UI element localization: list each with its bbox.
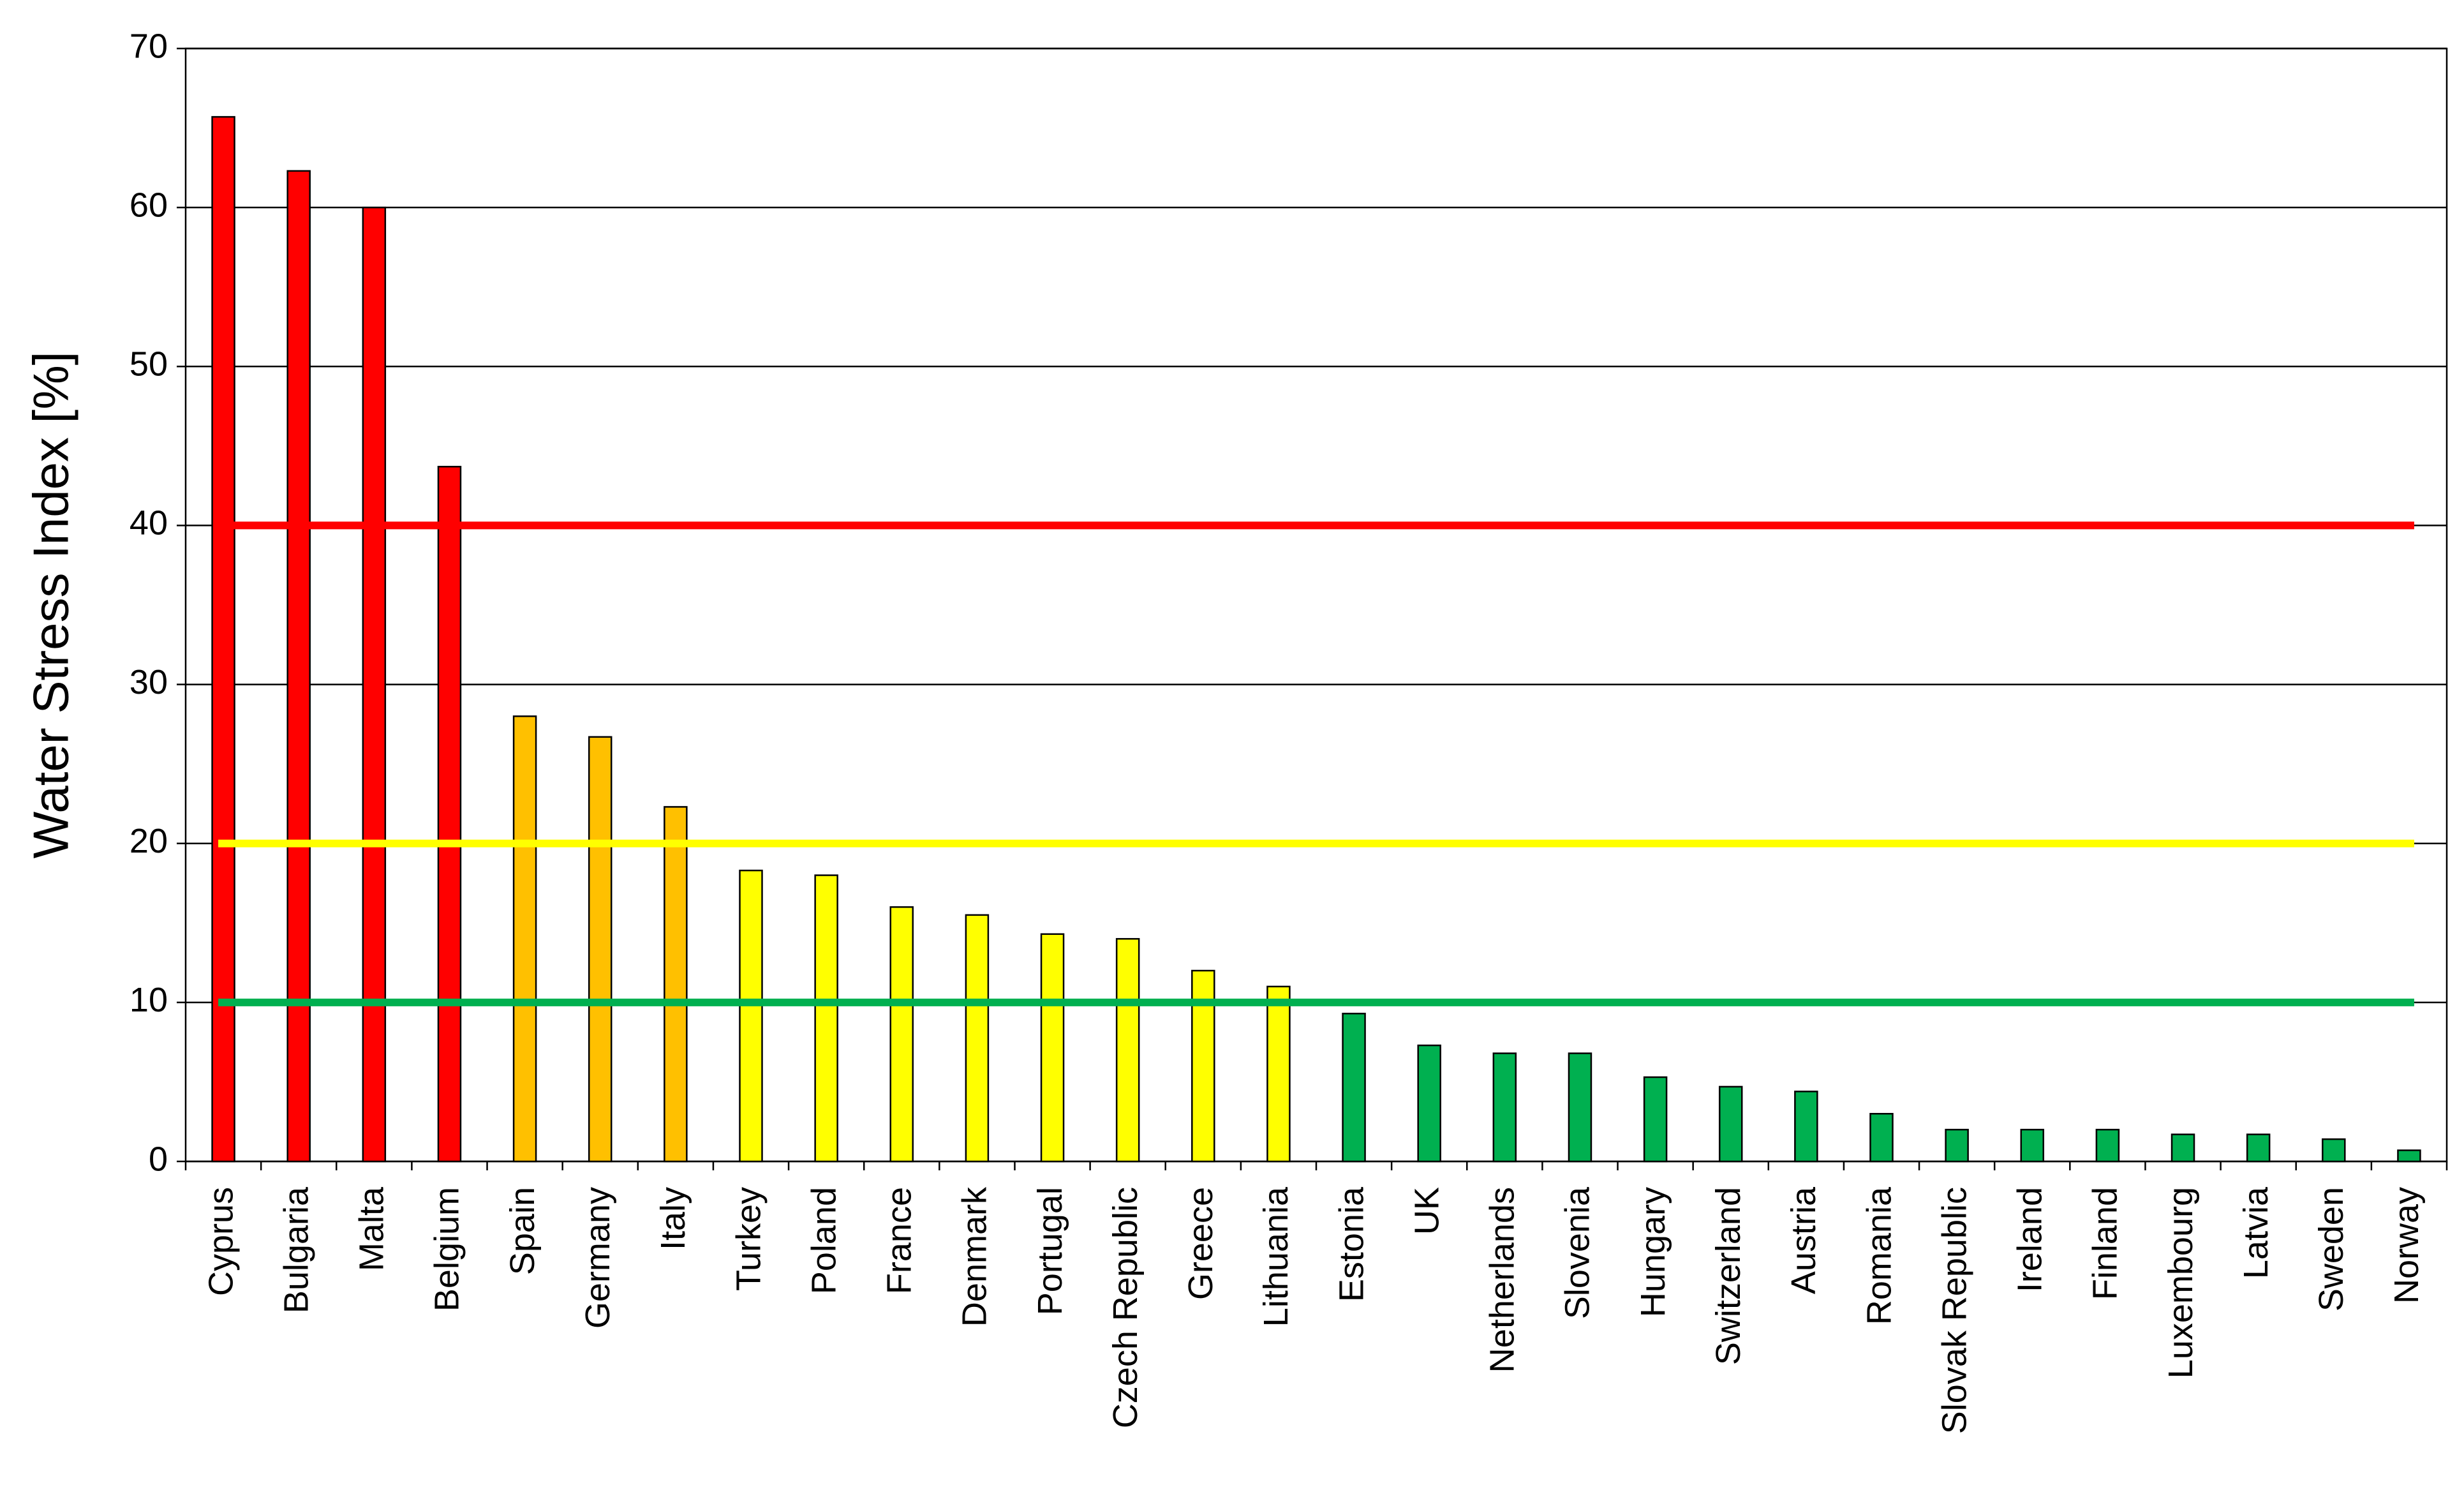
bar [286, 170, 311, 1163]
x-tick-label: Poland [805, 1187, 843, 1294]
bar [588, 736, 612, 1163]
bar [1115, 937, 1140, 1163]
bar [2246, 1133, 2271, 1163]
x-tick-label: Switzerland [1709, 1187, 1748, 1365]
x-tick-label: Spain [503, 1187, 542, 1275]
bar [2171, 1133, 2195, 1163]
bar [1794, 1091, 1818, 1163]
bar [1040, 933, 1065, 1163]
bar [1417, 1044, 1441, 1163]
y-tick-label: 40 [130, 504, 168, 542]
bar [2322, 1138, 2346, 1163]
x-tick-label: France [880, 1187, 919, 1294]
x-tick-label: Latvia [2237, 1186, 2275, 1279]
bar [437, 465, 462, 1163]
x-tick-label: Luxembourg [2162, 1187, 2200, 1378]
bar [814, 874, 838, 1163]
x-tick-label: Czech Republic [1106, 1187, 1145, 1428]
bar [1945, 1128, 1969, 1163]
x-tick-label: Slovak Republic [1935, 1187, 1973, 1434]
y-tick-label: 30 [130, 663, 168, 701]
x-tick-label: Italy [654, 1187, 692, 1250]
x-tick-label: Ireland [2011, 1187, 2049, 1292]
x-tick-label: Sweden [2312, 1187, 2350, 1311]
bar [1492, 1052, 1517, 1163]
bar [664, 806, 688, 1163]
y-tick-label: 60 [130, 186, 168, 224]
x-tick-label: Greece [1182, 1187, 1220, 1300]
x-tick-label: Portugal [1031, 1187, 1069, 1315]
bar [1718, 1085, 1743, 1163]
bar [1643, 1076, 1668, 1163]
bar [512, 715, 537, 1163]
bar [2020, 1128, 2045, 1163]
x-tick-label: Lithuania [1257, 1186, 1295, 1327]
bar [2397, 1149, 2421, 1163]
bar [1869, 1113, 1894, 1163]
y-tick-label: 50 [130, 345, 168, 384]
y-tick-label: 0 [149, 1140, 168, 1178]
x-tick-label: Hungary [1634, 1187, 1672, 1317]
x-tick-label: Malta [353, 1186, 391, 1271]
bar [739, 869, 763, 1163]
bar [211, 116, 235, 1163]
bar [1342, 1013, 1366, 1163]
x-tick-label: Netherlands [1483, 1187, 1522, 1373]
x-tick-label: Norway [2387, 1187, 2426, 1304]
bar [965, 914, 990, 1163]
bar [1568, 1052, 1592, 1163]
x-tick-label: Bulgaria [277, 1186, 315, 1313]
x-tick-label: Romania [1860, 1186, 1898, 1325]
x-tick-label: Belgium [428, 1187, 466, 1311]
x-tick-label: Denmark [956, 1186, 994, 1327]
bar [889, 906, 914, 1163]
x-tick-label: UK [1407, 1187, 1446, 1235]
bar [1266, 985, 1291, 1163]
x-tick-label: Estonia [1332, 1186, 1370, 1302]
x-tick-label: Slovenia [1559, 1186, 1597, 1319]
x-tick-label: Finland [2086, 1187, 2125, 1300]
bar [2095, 1128, 2120, 1163]
x-tick-label: Germany [579, 1187, 617, 1329]
bar [362, 206, 387, 1163]
y-tick-label: 10 [130, 981, 168, 1019]
y-axis-label: Water Stress Index [%] [23, 352, 79, 859]
x-tick-label: Austria [1785, 1186, 1823, 1294]
x-tick-label: Turkey [729, 1187, 768, 1291]
y-tick-label: 20 [130, 822, 168, 860]
y-tick-label: 70 [130, 27, 168, 65]
x-tick-label: Cyprus [202, 1187, 240, 1296]
